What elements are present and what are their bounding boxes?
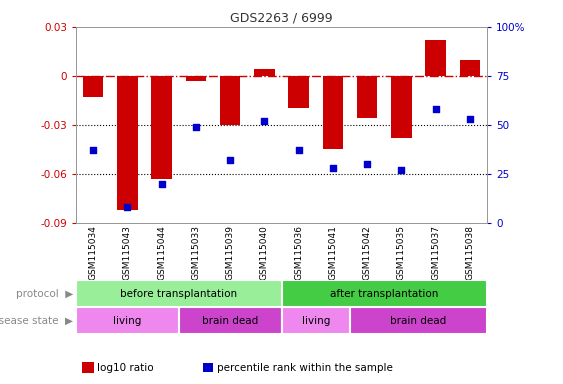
Text: before transplantation: before transplantation [120, 289, 238, 299]
Title: GDS2263 / 6999: GDS2263 / 6999 [230, 11, 333, 24]
Bar [323, 76, 343, 149]
Bar [179, 307, 282, 334]
Bar [83, 76, 104, 97]
Text: disease state  ▶: disease state ▶ [0, 316, 73, 326]
Point [191, 124, 200, 130]
Text: after transplantation: after transplantation [330, 289, 439, 299]
Text: protocol  ▶: protocol ▶ [16, 289, 73, 299]
Point [466, 116, 475, 122]
Bar [220, 76, 240, 125]
Point [363, 161, 372, 167]
Bar [459, 60, 480, 76]
Point [123, 204, 132, 210]
Point [88, 147, 97, 153]
Point [328, 165, 337, 171]
Text: percentile rank within the sample: percentile rank within the sample [217, 363, 392, 373]
Bar [151, 76, 172, 179]
Point [157, 180, 166, 187]
Bar [76, 307, 179, 334]
Bar [350, 307, 487, 334]
Bar [357, 76, 377, 118]
Point [294, 147, 303, 153]
Bar [282, 307, 350, 334]
Point [260, 118, 269, 124]
Bar [288, 76, 309, 109]
Text: living: living [113, 316, 141, 326]
Bar [391, 76, 412, 138]
Bar [282, 280, 487, 307]
Bar [254, 70, 275, 76]
Text: brain dead: brain dead [390, 316, 446, 326]
Bar [426, 40, 446, 76]
Point [397, 167, 406, 173]
Bar [117, 76, 138, 210]
Text: living: living [302, 316, 330, 326]
Bar [76, 280, 282, 307]
Text: brain dead: brain dead [202, 316, 258, 326]
Text: log10 ratio: log10 ratio [97, 363, 154, 373]
Bar [186, 76, 206, 81]
Point [226, 157, 235, 163]
Point [431, 106, 440, 112]
